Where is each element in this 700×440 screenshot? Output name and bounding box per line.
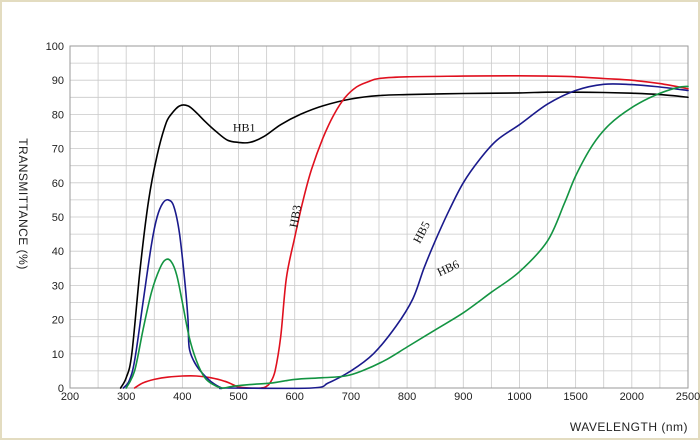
y-tick-label: 90 (52, 75, 64, 87)
series-line-hb5 (122, 83, 689, 390)
x-axis-ticks: 200 300 400 500 600 700 800 900 1000 1500 2000 2500 (61, 391, 700, 403)
x-tick-label: 400 (173, 391, 191, 403)
y-tick-label: 80 (52, 109, 64, 121)
y-tick-label: 60 (52, 178, 64, 190)
y-tick-label: 100 (46, 41, 64, 53)
chart-grid (69, 45, 689, 389)
y-axis-ticks: 0 10 20 30 40 50 60 70 80 90 100 (46, 41, 64, 395)
series-line-hb1 (119, 91, 689, 389)
x-tick-label: 600 (286, 391, 304, 403)
x-tick-label: 2000 (620, 391, 644, 403)
y-tick-label: 10 (52, 349, 64, 361)
plot-area (69, 45, 689, 389)
series-label-hb6: HB6 (435, 257, 461, 279)
x-tick-label: 800 (398, 391, 416, 403)
x-axis-title: WAVELENGTH (nm) (570, 420, 688, 434)
series-line-hb3 (133, 75, 689, 389)
y-tick-label: 0 (58, 383, 64, 395)
y-tick-label: 30 (52, 280, 64, 292)
series-line-hb6 (125, 85, 689, 389)
series-label-hb3: HB3 (286, 204, 304, 229)
series-label-hb5: HB5 (410, 219, 433, 246)
plot-border (69, 45, 689, 389)
series-label-hb1: HB1 (233, 121, 256, 135)
x-tick-label: 1500 (563, 391, 587, 403)
x-tick-label: 700 (342, 391, 360, 403)
x-tick-label: 1000 (507, 391, 531, 403)
x-tick-label: 300 (117, 391, 135, 403)
y-tick-label: 20 (52, 315, 64, 327)
series-lines (119, 75, 689, 390)
y-axis-title: TRANSMITTANCE (%) (16, 138, 30, 270)
x-tick-label: 500 (229, 391, 247, 403)
y-tick-label: 40 (52, 246, 64, 258)
x-tick-label: 200 (61, 391, 79, 403)
x-tick-label: 2500 (676, 391, 700, 403)
y-tick-label: 50 (52, 212, 64, 224)
x-tick-label: 900 (454, 391, 472, 403)
y-tick-label: 70 (52, 144, 64, 156)
